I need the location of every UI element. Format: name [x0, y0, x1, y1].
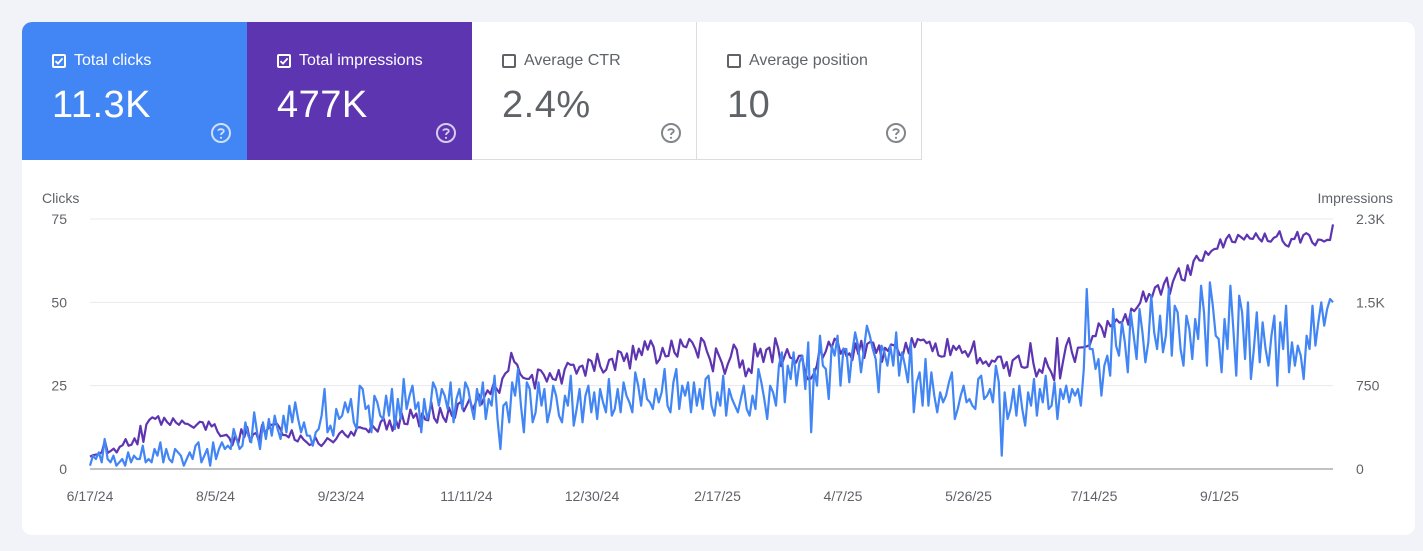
x-tick-label: 8/5/24 [196, 488, 235, 504]
x-tick-label: 9/1/25 [1200, 488, 1239, 504]
left-tick-label: 75 [51, 211, 67, 227]
right-tick-label: 750 [1356, 378, 1380, 394]
checkbox-checked-icon[interactable] [277, 54, 291, 68]
help-icon[interactable] [885, 122, 907, 144]
x-tick-label: 7/14/25 [1071, 488, 1118, 504]
x-tick-label: 4/7/25 [824, 488, 863, 504]
performance-card: Total clicks 11.3K Total impressions 477… [22, 22, 1415, 535]
right-tick-label: 0 [1356, 461, 1364, 477]
metric-value: 2.4% [502, 84, 591, 126]
left-axis-title: Clicks [42, 190, 79, 206]
metric-label: Total impressions [299, 52, 423, 69]
metric-value: 11.3K [52, 84, 151, 126]
right-axis-title: Impressions [1318, 190, 1393, 206]
metric-label: Average CTR [524, 52, 621, 69]
metric-tabs: Total clicks 11.3K Total impressions 477… [22, 22, 922, 160]
checkbox-unchecked-icon[interactable] [502, 54, 516, 68]
metric-label: Average position [749, 52, 868, 69]
checkbox-checked-icon[interactable] [52, 54, 66, 68]
x-tick-label: 6/17/24 [67, 488, 114, 504]
metric-label: Total clicks [74, 52, 152, 69]
left-tick-label: 25 [51, 378, 67, 394]
left-tick-label: 0 [59, 461, 67, 477]
help-icon[interactable] [210, 122, 232, 144]
x-tick-label: 11/11/24 [440, 488, 493, 504]
metric-average-ctr[interactable]: Average CTR 2.4% [472, 22, 697, 160]
metric-value: 10 [727, 84, 771, 126]
clicks-series-line [88, 281, 1334, 467]
checkbox-unchecked-icon[interactable] [727, 54, 741, 68]
right-tick-label: 1.5K [1356, 294, 1385, 310]
help-icon[interactable] [435, 122, 457, 144]
impressions-series-line [89, 224, 1335, 458]
left-tick-label: 50 [51, 294, 67, 310]
metric-total-clicks[interactable]: Total clicks 11.3K [22, 22, 247, 160]
metric-value: 477K [277, 84, 368, 126]
help-icon[interactable] [660, 122, 682, 144]
x-tick-label: 9/23/24 [318, 488, 365, 504]
right-tick-label: 2.3K [1356, 211, 1385, 227]
metric-average-position[interactable]: Average position 10 [697, 22, 922, 160]
x-tick-label: 5/26/25 [945, 488, 992, 504]
x-tick-label: 2/17/25 [694, 488, 741, 504]
metric-total-impressions[interactable]: Total impressions 477K [247, 22, 472, 160]
x-tick-label: 12/30/24 [565, 488, 620, 504]
